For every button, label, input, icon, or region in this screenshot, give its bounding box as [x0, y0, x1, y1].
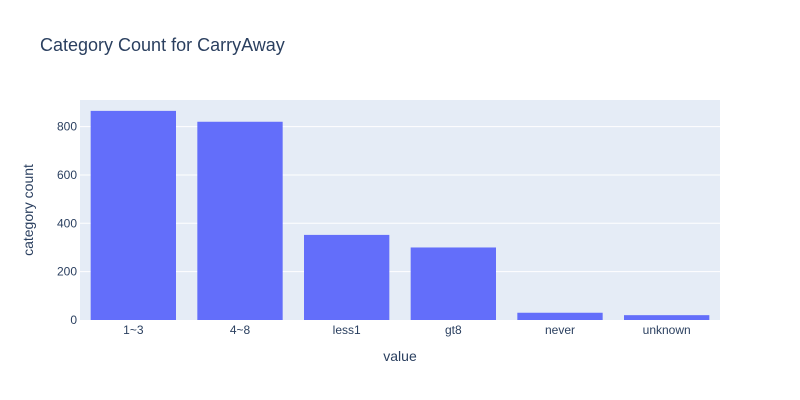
- y-tick-label: 200: [57, 265, 77, 279]
- x-tick-label: gt8: [445, 323, 462, 337]
- x-axis-ticks: 1~3 4~8 less1 gt8 never unknown: [123, 323, 691, 337]
- gridlines: [80, 126, 720, 273]
- plot-background: [80, 100, 720, 320]
- bar-less1[interactable]: [304, 234, 390, 320]
- bar-gt8[interactable]: [410, 247, 496, 320]
- x-tick-label: never: [545, 323, 575, 337]
- y-axis-ticks: 0 200 400 600 800: [57, 120, 77, 327]
- bar-1~3[interactable]: [90, 110, 176, 320]
- bar-4~8[interactable]: [197, 121, 283, 320]
- x-axis-label: value: [383, 348, 417, 364]
- y-axis-label: category count: [20, 164, 36, 256]
- bar-never[interactable]: [517, 312, 603, 320]
- bar-unknown[interactable]: [624, 315, 710, 320]
- x-tick-label: 4~8: [230, 323, 251, 337]
- y-tick-label: 0: [70, 313, 77, 327]
- chart-title: Category Count for CarryAway: [40, 35, 285, 55]
- bars: [90, 110, 710, 320]
- x-tick-label: less1: [333, 323, 361, 337]
- x-tick-label: unknown: [643, 323, 691, 337]
- y-tick-label: 600: [57, 168, 77, 182]
- x-tick-label: 1~3: [123, 323, 144, 337]
- y-tick-label: 800: [57, 120, 77, 134]
- y-tick-label: 400: [57, 216, 77, 230]
